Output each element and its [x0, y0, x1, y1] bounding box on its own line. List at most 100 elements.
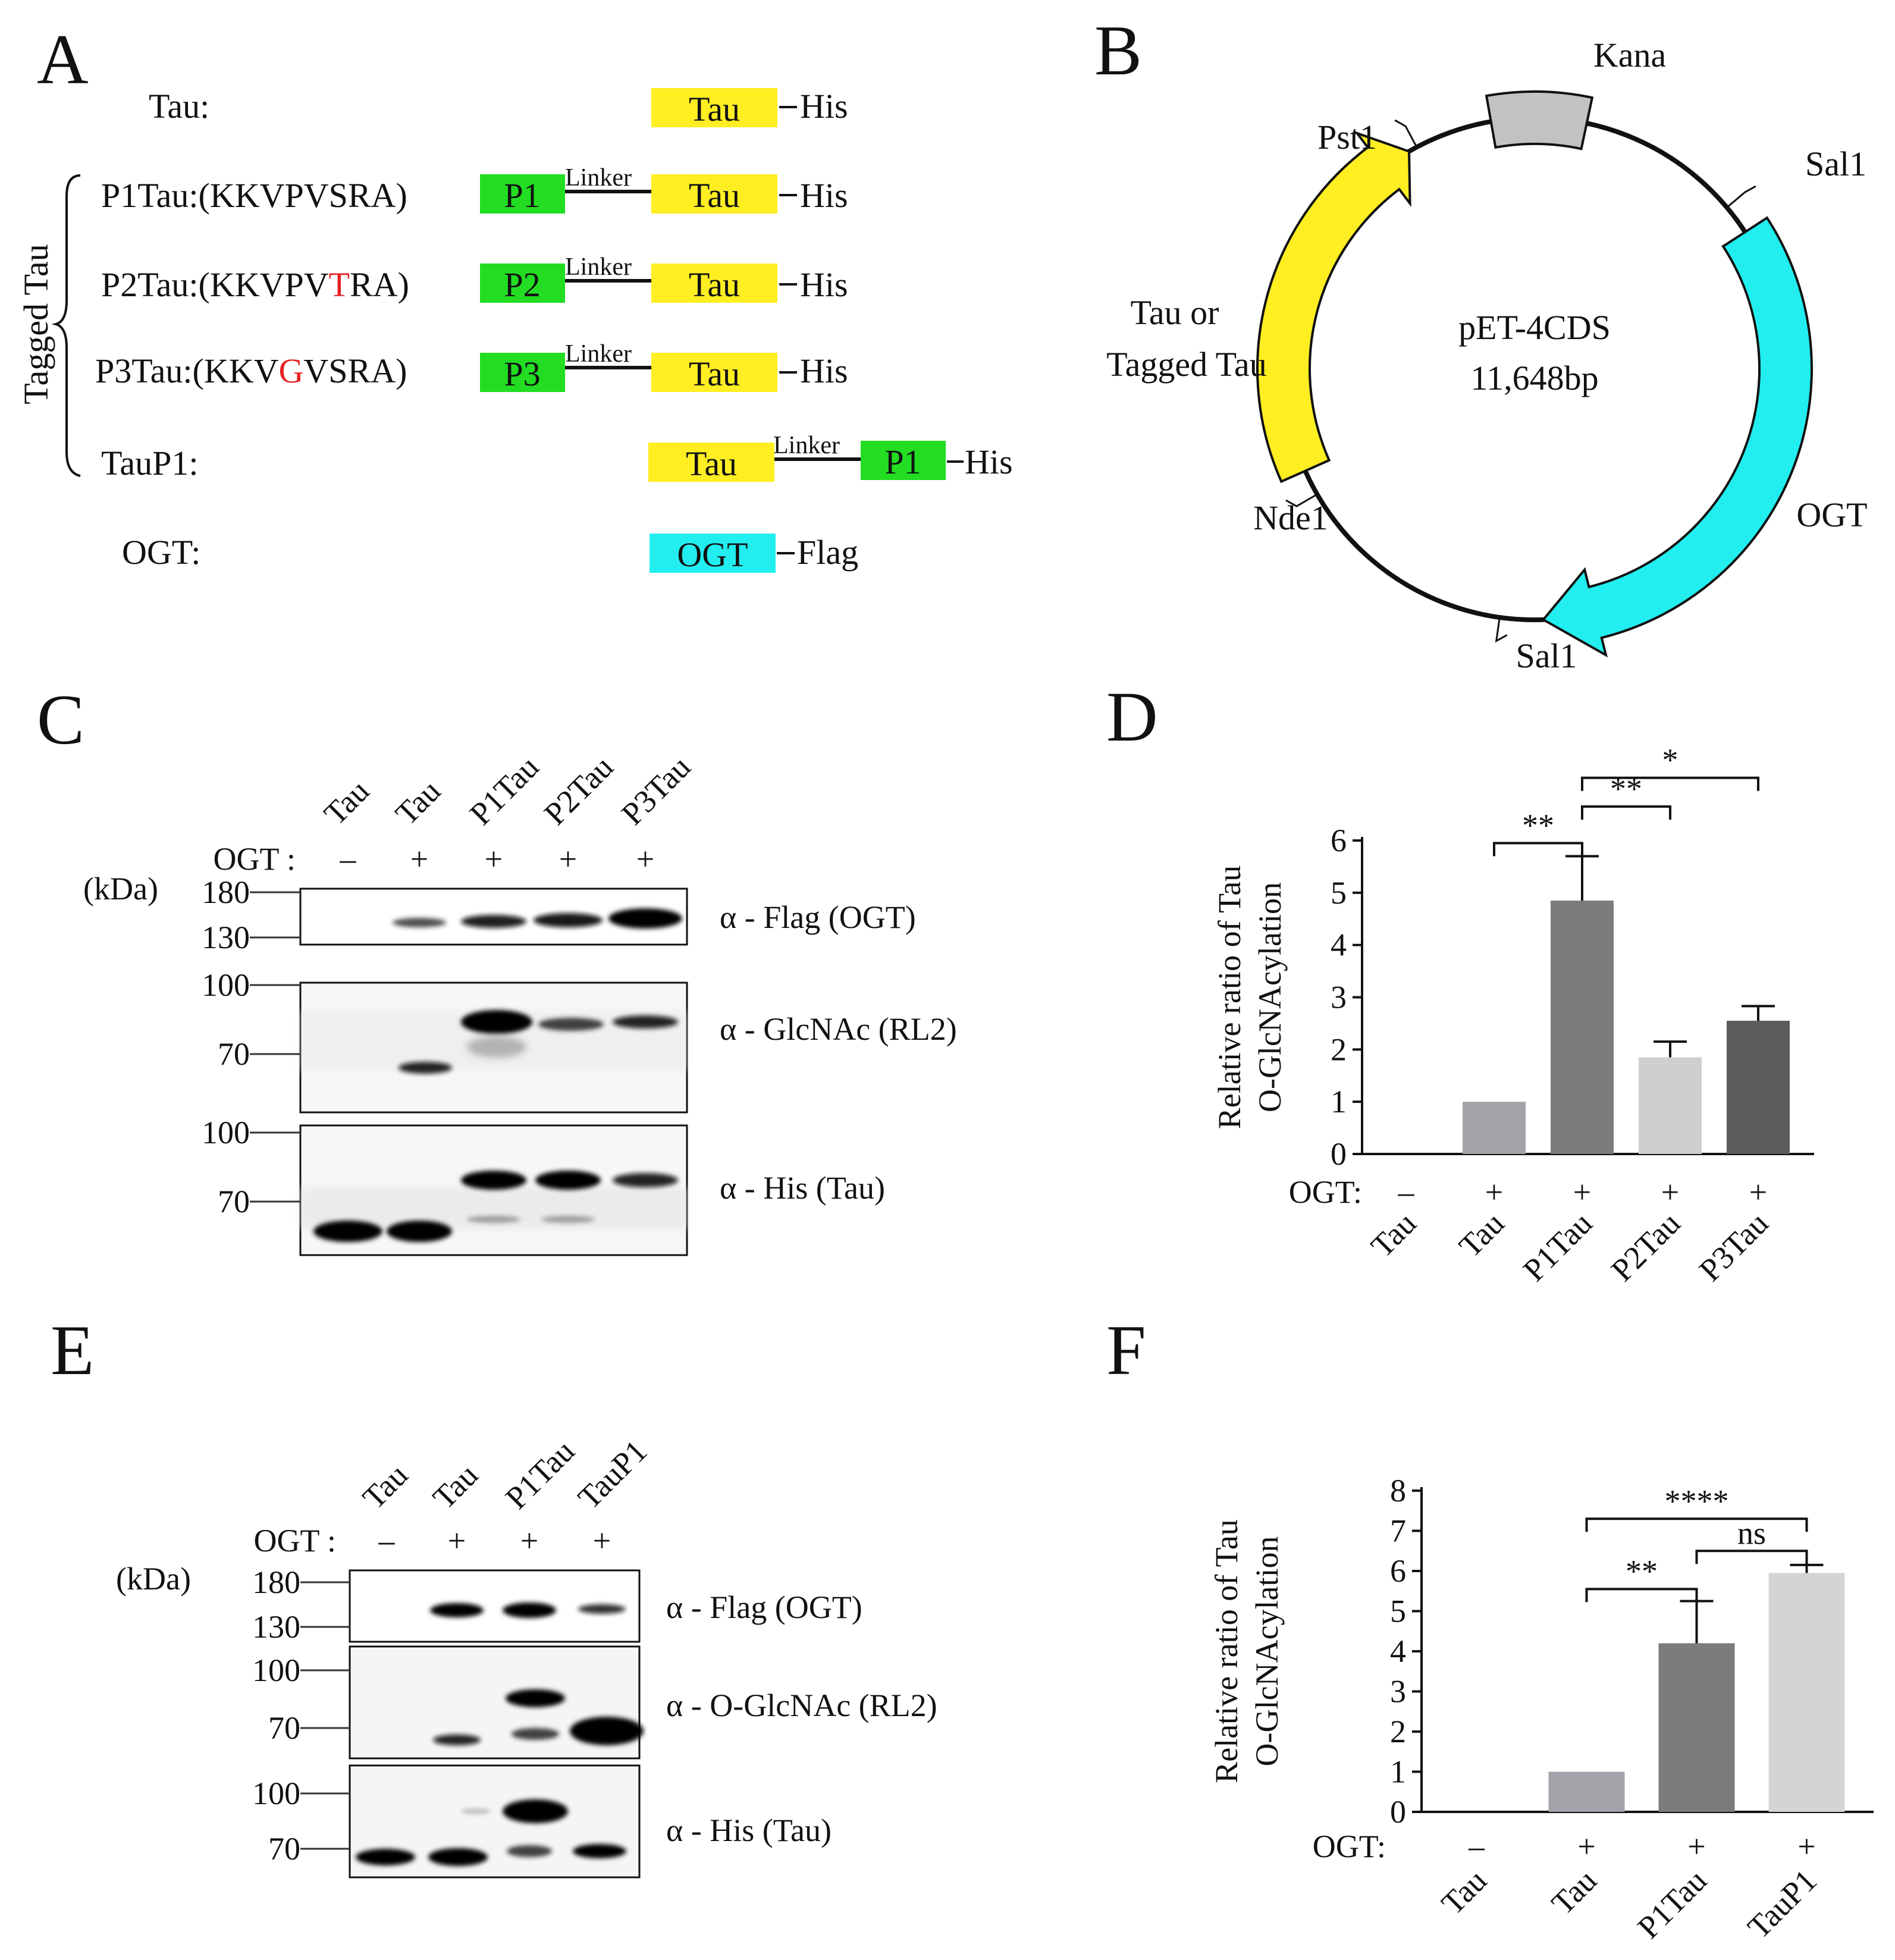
marker-label: 100 [202, 967, 250, 1003]
x-category-label: P1Tau [1516, 1205, 1599, 1288]
panel-a-letter: A [37, 20, 89, 99]
band [461, 1010, 532, 1034]
band [461, 1171, 526, 1190]
linker-label: Linker [565, 340, 632, 368]
y-axis-label-line1: Relative ratio of Tau [1209, 1519, 1244, 1783]
panel-a: A Tau: Tau His P1Tau:(KKVPVSRA) P1 Linke… [17, 20, 1013, 574]
tau-domain-label: Tau [689, 265, 740, 304]
plasmid-features [1256, 90, 1813, 658]
antibody-label: α - Flag (OGT) [666, 1589, 862, 1625]
ogt-row-label: OGT : [213, 841, 296, 877]
ogt-gene-arrow [1541, 216, 1813, 658]
significance-label: **** [1665, 1483, 1729, 1519]
band [461, 915, 526, 928]
insert-label-line1: Tau or [1131, 293, 1219, 332]
kda-label: (kDa) [116, 1561, 191, 1597]
peptide-domain [480, 264, 565, 303]
ogt-sign: – [378, 1523, 396, 1558]
kana-gene-block [1485, 90, 1594, 150]
ogt-sign: + [559, 841, 577, 877]
ogt-sign: + [593, 1523, 611, 1558]
y-tick-label: 6 [1390, 1553, 1406, 1589]
bar [1639, 1057, 1702, 1154]
sal1-top-site [1726, 185, 1756, 208]
y-tick-label: 8 [1390, 1473, 1406, 1509]
significance-bracket [1493, 842, 1583, 857]
construct-label: P1Tau:(KKVPVSRA) [101, 176, 407, 215]
tau-domain-label: Tau [689, 176, 740, 215]
y-tick-label: 3 [1390, 1674, 1406, 1710]
ogt-sign: + [520, 1523, 538, 1558]
x-category-label: TauP1 [1741, 1862, 1824, 1945]
construct-row-p3tau: P3Tau:(KKVGVSRA) P3 Linker Tau His [95, 340, 848, 393]
significance-label: * [1662, 742, 1678, 778]
plasmid-name: pET-4CDS [1458, 308, 1611, 347]
kda-label: (kDa) [83, 871, 158, 907]
x-category-label: Tau [1452, 1205, 1511, 1264]
peptide-label: P2 [504, 265, 540, 304]
construct-row-p2tau: P2Tau:(KKVPVTRA) P2 Linker Tau His [101, 253, 848, 304]
marker-label: 180 [252, 1564, 300, 1600]
tau-domain [651, 264, 777, 303]
y-tick-label: 3 [1331, 980, 1347, 1015]
ogt-sign: + [448, 1523, 466, 1558]
band [578, 1604, 626, 1614]
marker-label: 130 [202, 920, 250, 955]
construct-label: P3Tau:(KKVGVSRA) [95, 352, 407, 390]
significance-label: ** [1522, 807, 1554, 843]
y-tick-label: 1 [1390, 1754, 1406, 1790]
band [538, 1018, 604, 1031]
blot-o-glcnac: 100 70 α - O-GlcNAc (RL2) [252, 1645, 937, 1760]
tagged-tau-label: Tagged Tau [17, 244, 55, 404]
tau-domain-label: Tau [686, 444, 737, 483]
panel-f-letter: F [1106, 1310, 1146, 1390]
y-tick-label: 6 [1331, 823, 1347, 858]
band [608, 908, 682, 929]
y-axis-label-line1: Relative ratio of Tau [1212, 865, 1247, 1130]
significance-bracket [1695, 1550, 1808, 1564]
y-tick-label: 4 [1331, 927, 1347, 963]
band [503, 1603, 556, 1618]
lane-label: P1Tau [463, 749, 545, 832]
panel-b: B pET-4CDS 11,648bp Kana Pst1 Sal1 Sal1 … [1094, 11, 1868, 675]
nde1-label: Nde1 [1253, 498, 1328, 537]
lane-label: P2Tau [537, 749, 620, 832]
kana-label: Kana [1593, 36, 1666, 74]
tau-domain [651, 88, 777, 127]
ogt-row-label: OGT: [1289, 1174, 1362, 1210]
insert-label-line2: Tagged Tau [1106, 345, 1266, 384]
y-tick-label: 0 [1331, 1136, 1347, 1172]
y-tick-label: 2 [1331, 1031, 1347, 1067]
lane-label: P3Tau [614, 749, 697, 832]
his-tag: His [800, 265, 848, 304]
panel-c: C Tau–Tau+P1Tau+P2Tau+P3Tau+ OGT : (kDa)… [37, 680, 957, 1256]
his-tag: His [965, 443, 1013, 481]
bar [1548, 1771, 1625, 1812]
sal1-bottom-label: Sal1 [1516, 636, 1577, 675]
significance-label: ** [1626, 1553, 1658, 1589]
ogt-sign: + [1661, 1174, 1679, 1210]
antibody-label: α - His (Tau) [720, 1170, 885, 1206]
band [387, 1221, 452, 1242]
insert-gene-arrow [1256, 130, 1411, 484]
lane-label: Tau [426, 1457, 485, 1516]
tau-domain-label: Tau [689, 90, 740, 128]
blot-membrane [349, 1645, 641, 1760]
ogt-sign: + [410, 841, 428, 877]
his-tag: His [800, 87, 848, 126]
antibody-label: α - GlcNAc (RL2) [720, 1011, 957, 1047]
sal1-bottom-site [1495, 617, 1508, 643]
construct-row-p1tau: P1Tau:(KKVPVSRA) P1 Linker Tau His [101, 164, 848, 215]
y-axis-label-line2: O-GlcNAcylation [1249, 1536, 1285, 1767]
ogt-label: OGT [1796, 496, 1867, 534]
x-category-label: P1Tau [1631, 1862, 1714, 1945]
band [613, 1015, 678, 1028]
linker-label: Linker [565, 164, 632, 192]
band [393, 918, 446, 927]
peptide-domain [480, 174, 565, 214]
significance-bracket [1585, 1517, 1808, 1532]
y-tick-label: 0 [1390, 1794, 1406, 1830]
ogt-sign: + [1749, 1174, 1767, 1210]
construct-label: P2Tau:(KKVPVTRA) [101, 265, 409, 304]
